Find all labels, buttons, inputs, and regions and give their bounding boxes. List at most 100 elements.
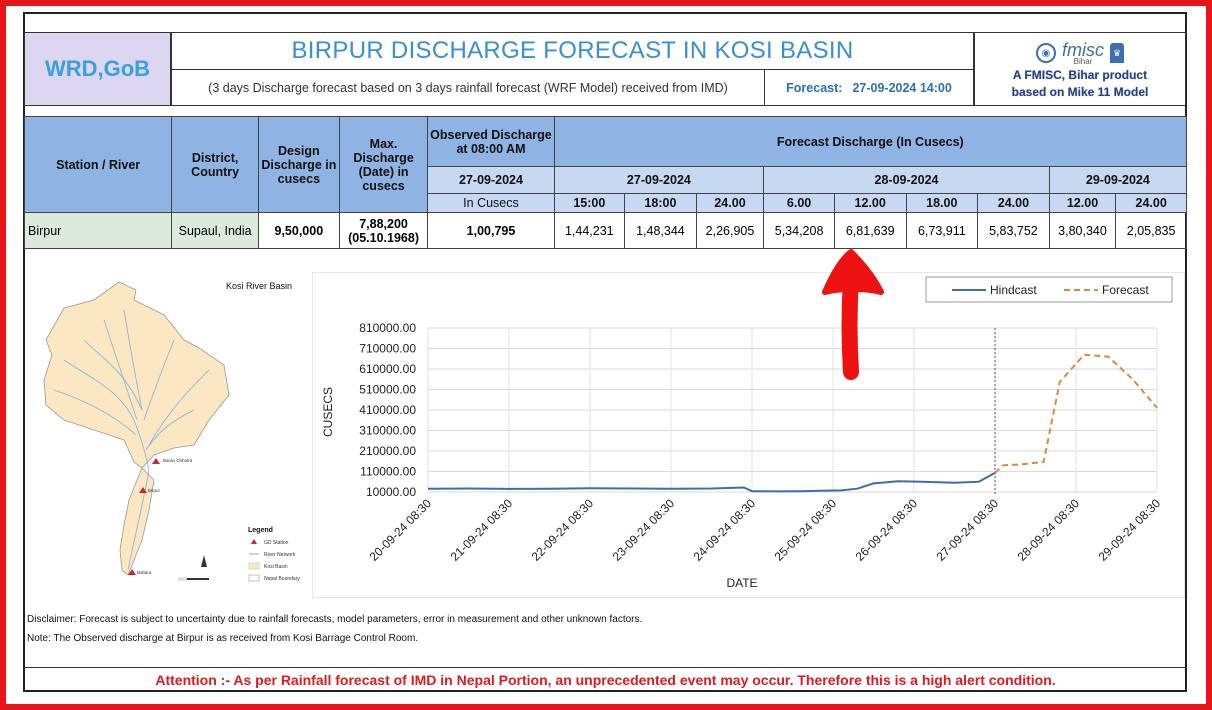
forecast-time: 27-09-2024 14:00 [852,80,952,95]
note-text: Note: The Observed discharge at Birpur i… [27,633,419,644]
chart-area [312,272,1185,598]
legend-item: River Network [264,552,296,558]
cell-forecast: 2,05,835 [1115,212,1187,249]
page-title: BIRPUR DISCHARGE FORECAST IN KOSI BASIN [291,37,854,64]
product-credit: A FMISC, Bihar product based on Mike 11 … [975,67,1185,101]
scale-bar-segment [178,577,188,581]
fmisc-logo-icon: ◉ [1036,43,1056,63]
kosi-basin-shape [43,281,230,469]
y-tick-label: 410000.00 [359,403,416,417]
legend-basin-icon [248,562,260,570]
credit-line-1: A FMISC, Bihar product [1012,68,1148,82]
cell-station: Birpur [23,212,173,249]
y-tick-label: 510000.00 [359,383,416,397]
kosi-basin-lower [119,467,155,576]
legend-item: GD Station [264,540,289,546]
credit-line-2: based on Mike 11 Model [1011,85,1149,99]
forecast-time-col: 24.00 [695,193,765,213]
forecast-time-col: 24.00 [1115,193,1187,213]
legend-title: Legend [248,527,273,534]
logo-state: Bihar [1073,57,1093,66]
header-forecast: Forecast Discharge (In Cusecs) [553,116,1188,167]
cell-max-date: (05.10.1968) [348,230,419,245]
y-tick-label: 610000.00 [359,362,416,376]
y-tick-label: 110000.00 [360,465,416,479]
observed-unit: In Cusecs [427,193,555,213]
station-label: Baltara [137,570,152,575]
cell-max: 7,88,200 (05.10.1968) [338,212,429,249]
y-tick-label: 710000.00 [359,342,416,356]
org-label: WRD,GoB [24,32,171,106]
logo-text: fmisc [1062,40,1104,60]
cell-district: Supaul, India [171,212,259,249]
header-max: Max. Discharge (Date) in cusecs [338,116,429,213]
y-tick-label: 810000.00 [359,321,416,335]
header-design: Design Discharge in cusecs [258,116,340,213]
header-district: District, Country [171,116,259,213]
forecast-time-col: 12.00 [1048,193,1117,213]
disclaimer-text: Disclaimer: Forecast is subject to uncer… [27,614,643,625]
legend-forecast: Forecast [1102,283,1149,297]
cell-forecast: 1,48,344 [624,212,697,249]
y-tick-label: 310000.00 [359,424,416,438]
discharge-chart: 810000.00 710000.00 610000.00 510000.00 4100… [312,272,1185,598]
title-block: BIRPUR DISCHARGE FORECAST IN KOSI BASIN … [171,32,974,106]
legend-boundary-icon [248,574,260,582]
station-marker-icon [152,458,160,464]
red-arrow-icon [822,249,884,380]
cell-design: 9,50,000 [258,212,340,249]
kosi-basin-map: Kosi River Basin Baran Chhetra Birpur Ba… [43,281,300,582]
cell-forecast: 6,73,911 [905,212,979,249]
cell-forecast: 1,44,231 [553,212,626,249]
cell-forecast: 2,26,905 [695,212,765,249]
header-station: Station / River [23,116,173,213]
logo-wordmark: fmisc Bihar [1062,40,1104,66]
page-subtitle: (3 days Discharge forecast based on 3 da… [172,69,764,105]
north-arrow-icon [201,555,207,567]
station-label: Baran Chhetra [163,458,193,463]
y-tick-label: 10000.00 [366,485,416,499]
state-emblem-icon: ♛ [1110,43,1124,63]
legend-station-icon [251,539,257,544]
forecast-time-col: 24.00 [977,193,1050,213]
station-marker-icon [128,569,136,575]
forecast-time-col: 18.00 [905,193,979,213]
forecast-time-col: 12.00 [833,193,907,213]
fmisc-logo-block: ◉ fmisc Bihar ♛ A FMISC, Bihar product b… [974,32,1186,106]
legend-item: Kosi Basin [264,564,288,570]
y-axis-ticks: 810000.00 710000.00 610000.00 510000.00 4100… [359,321,416,499]
forecast-date-1: 27-09-2024 [553,166,765,194]
scale-bar-icon [179,578,209,580]
forecast-time-col: 18:00 [624,193,697,213]
chart-grid [427,327,1158,493]
legend-item: Nepal Boundary [264,576,300,582]
header-observed: Observed Discharge at 08:00 AM [427,116,555,167]
map-title: Kosi River Basin [226,281,292,291]
x-axis-label: DATE [726,576,757,590]
observed-date: 27-09-2024 [427,166,555,194]
station-label: Birpur [148,488,161,493]
logo-row: ◉ fmisc Bihar ♛ [975,37,1185,69]
y-axis-label: CUSECS [321,387,335,437]
chart-legend: Hindcast Forecast [925,276,1173,303]
cell-observed: 1,00,795 [427,212,555,249]
forecast-table: Station / River District, Country Design… [23,116,1188,249]
y-tick-label: 210000.00 [359,444,416,458]
table-row: Birpur Supaul, India 9,50,000 7,88,200 (… [23,212,1187,249]
forecast-time-col: 15:00 [553,193,626,213]
legend-hindcast: Hindcast [990,283,1037,297]
forecast-label: Forecast: [786,80,843,95]
forecast-date-2: 28-09-2024 [763,166,1050,194]
hindcast-line [427,472,996,493]
cell-forecast: 5,34,208 [763,212,835,249]
attention-banner: Attention :- As per Rainfall forecast of… [24,667,1187,691]
cell-max-value: 7,88,200 [359,216,408,231]
cell-forecast: 5,83,752 [977,212,1050,249]
forecast-line [994,353,1158,474]
cell-forecast: 6,81,639 [833,212,907,249]
river-network [53,309,210,571]
station-marker-icon [139,487,147,493]
forecast-date-3: 29-09-2024 [1048,166,1188,194]
forecast-time-block: Forecast: 27-09-2024 14:00 [764,69,973,105]
forecast-time-col: 6.00 [763,193,835,213]
